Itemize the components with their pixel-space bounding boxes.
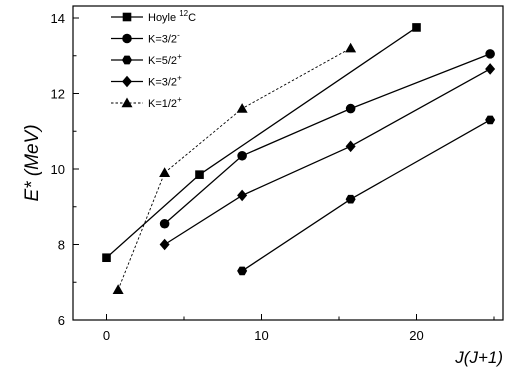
series-line xyxy=(164,68,491,246)
x-tick-label: 0 xyxy=(103,328,110,343)
y-tick-label: 10 xyxy=(51,162,65,177)
data-point xyxy=(237,150,247,161)
y-tick-label: 8 xyxy=(58,238,65,253)
y-axis-title: E* (MeV) xyxy=(22,124,43,201)
data-point xyxy=(159,167,171,177)
y-tick-label: 14 xyxy=(51,11,65,26)
series-line xyxy=(241,119,491,272)
tick-labels: 0 10 20 6 8 10 12 14 xyxy=(51,11,424,343)
axis-ticks xyxy=(73,17,495,321)
data-point xyxy=(159,218,170,229)
x-tick-label: 10 xyxy=(254,328,268,343)
data-point xyxy=(237,266,248,276)
plot-frame xyxy=(72,5,504,321)
x-axis-title: J(J+1) xyxy=(454,348,503,367)
legend-marker xyxy=(122,55,132,65)
legend-marker xyxy=(122,75,132,88)
data-point xyxy=(345,140,356,153)
legend-label: K=3/2- xyxy=(148,31,180,46)
data-point xyxy=(195,170,204,179)
data-point xyxy=(345,194,356,204)
y-tick-label: 12 xyxy=(51,87,65,102)
legend-label: K=1/2+ xyxy=(148,95,182,110)
legend-label: Hoyle 12C xyxy=(148,9,196,24)
data-point xyxy=(236,103,248,113)
legend-label: K=5/2+ xyxy=(148,52,182,67)
data-point xyxy=(112,284,124,294)
legend: Hoyle 12C K=3/2- K=5/2+ K=3/2+ K=1/2+ xyxy=(111,9,196,110)
legend-marker xyxy=(121,97,133,108)
data-point xyxy=(159,238,170,251)
data-point xyxy=(102,253,111,263)
data-point xyxy=(485,63,496,75)
series-line xyxy=(164,53,491,225)
series-markers xyxy=(102,23,496,294)
data-point xyxy=(412,23,421,32)
legend-label: K=3/2+ xyxy=(148,74,182,89)
data-point xyxy=(485,49,495,59)
data-point xyxy=(237,189,248,202)
data-point xyxy=(345,42,357,53)
legend-marker xyxy=(122,33,132,44)
series-line xyxy=(117,47,351,290)
x-tick-label: 20 xyxy=(409,328,423,343)
data-point xyxy=(345,103,356,114)
legend-marker xyxy=(122,12,132,22)
data-point xyxy=(485,115,496,125)
plot-area-border xyxy=(72,5,504,321)
y-tick-label: 6 xyxy=(58,313,65,328)
